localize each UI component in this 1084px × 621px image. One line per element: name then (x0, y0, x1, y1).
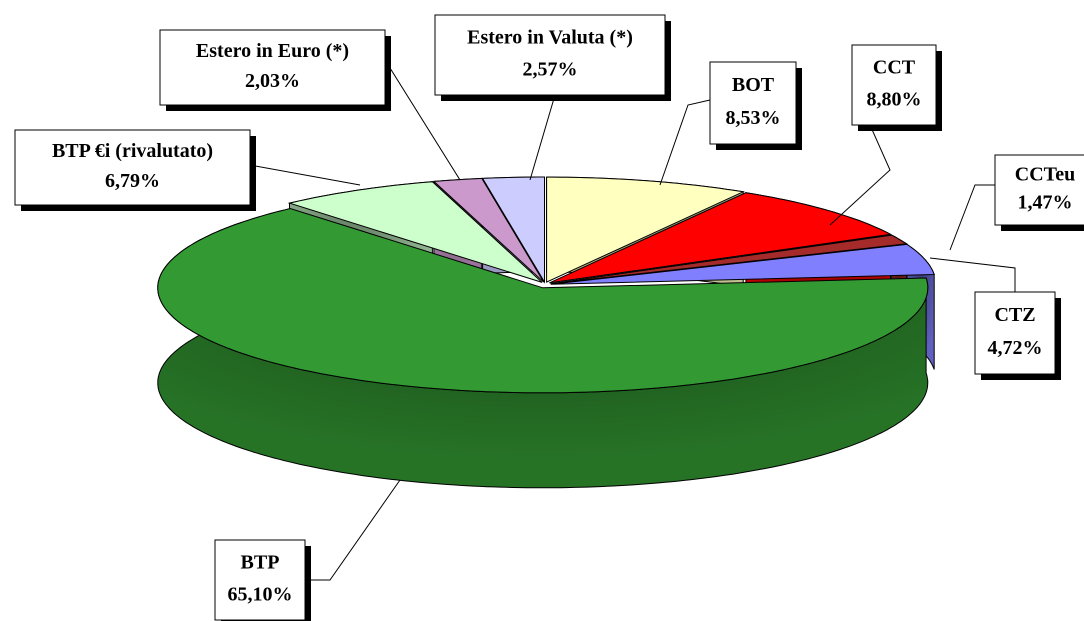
label-box (14, 129, 251, 206)
label-category: Estero in Euro (*) (196, 40, 349, 62)
leader-line (249, 164, 361, 186)
leader-line (949, 184, 995, 251)
slice (287, 181, 543, 283)
leader-line (305, 479, 401, 581)
label-box (994, 154, 1084, 226)
label-box (434, 14, 666, 96)
label-box (709, 61, 797, 145)
slice-side-shade (157, 208, 928, 488)
slice (481, 176, 545, 284)
label-category: BTP €i (rivalutato) (52, 140, 213, 162)
label-box (851, 44, 937, 126)
label-value: 2,57% (523, 59, 578, 81)
leader-line (529, 94, 556, 181)
label-box (974, 291, 1056, 375)
labels: BOT 8,53% CCT 8,80% CCTeu 1,47% CTZ 4,72% BTP 65,… (14, 14, 1084, 621)
label-category: CCT (873, 57, 916, 79)
label-value: 4,72% (988, 337, 1043, 359)
label-box (159, 29, 386, 106)
label-value: 1,47% (1018, 192, 1073, 214)
label-category: BTP (241, 552, 280, 574)
slice (549, 192, 893, 284)
leader-line (384, 59, 461, 181)
label-value: 6,79% (105, 170, 160, 192)
label-value: 65,10% (228, 584, 293, 606)
label-category: Estero in Valuta (*) (467, 27, 633, 49)
slice (550, 243, 935, 285)
slice (550, 234, 909, 285)
label-category: CTZ (994, 304, 1035, 326)
slice (157, 207, 929, 394)
label-category: BOT (732, 74, 775, 96)
label-value: 8,53% (726, 107, 781, 129)
label-value: 2,03% (245, 70, 300, 92)
slice (546, 176, 745, 283)
slice (432, 177, 545, 283)
leader-line (829, 124, 891, 226)
pie-tops (157, 176, 935, 394)
label-box (214, 539, 306, 621)
label-value: 8,80% (867, 89, 922, 111)
leader-line (659, 99, 711, 186)
label-category: CCTeu (1015, 164, 1075, 186)
